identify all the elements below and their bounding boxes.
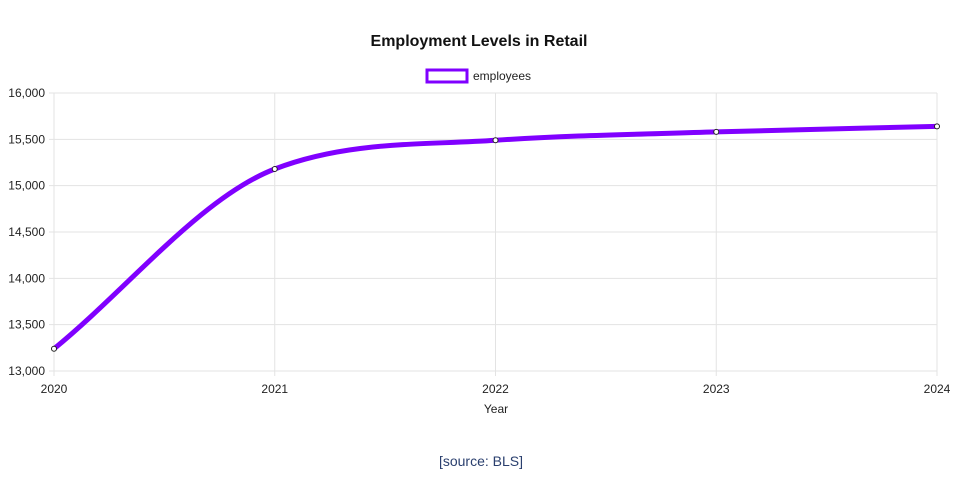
data-point-employees bbox=[713, 128, 720, 135]
source-note: [source: BLS] bbox=[438, 453, 524, 469]
legend-label-employees: employees bbox=[473, 69, 531, 83]
x-tick-label: 2024 bbox=[924, 382, 951, 396]
data-point-employees bbox=[271, 165, 278, 172]
data-point-employees bbox=[492, 137, 499, 144]
x-tick-label: 2022 bbox=[482, 382, 509, 396]
y-tick-label: 14,000 bbox=[8, 271, 45, 285]
legend-swatch-employees bbox=[425, 68, 469, 84]
y-tick-label: 16,000 bbox=[8, 86, 45, 100]
x-axis-label: Year bbox=[484, 402, 508, 416]
series-line-employees bbox=[51, 123, 940, 352]
y-tick-label: 13,500 bbox=[8, 318, 45, 332]
y-tick-label: 15,000 bbox=[8, 179, 45, 193]
grid bbox=[49, 92, 938, 376]
legend: employees bbox=[425, 68, 531, 84]
data-points bbox=[51, 123, 940, 352]
data-point-employees bbox=[934, 123, 940, 130]
x-axis-ticks: 2020 2021 2022 2023 2024 bbox=[41, 382, 951, 396]
y-axis-ticks: 13,000 13,500 14,000 14,500 15,000 15,500 16,0… bbox=[8, 86, 45, 378]
chart-title: Employment Levels in Retail bbox=[371, 33, 588, 50]
x-tick-label: 2021 bbox=[261, 382, 288, 396]
data-point-employees bbox=[51, 345, 57, 352]
y-tick-label: 15,500 bbox=[8, 132, 45, 146]
x-tick-label: 2023 bbox=[703, 382, 730, 396]
y-tick-label: 13,000 bbox=[8, 364, 45, 378]
y-tick-label: 14,500 bbox=[8, 225, 45, 239]
x-tick-label: 2020 bbox=[41, 382, 68, 396]
